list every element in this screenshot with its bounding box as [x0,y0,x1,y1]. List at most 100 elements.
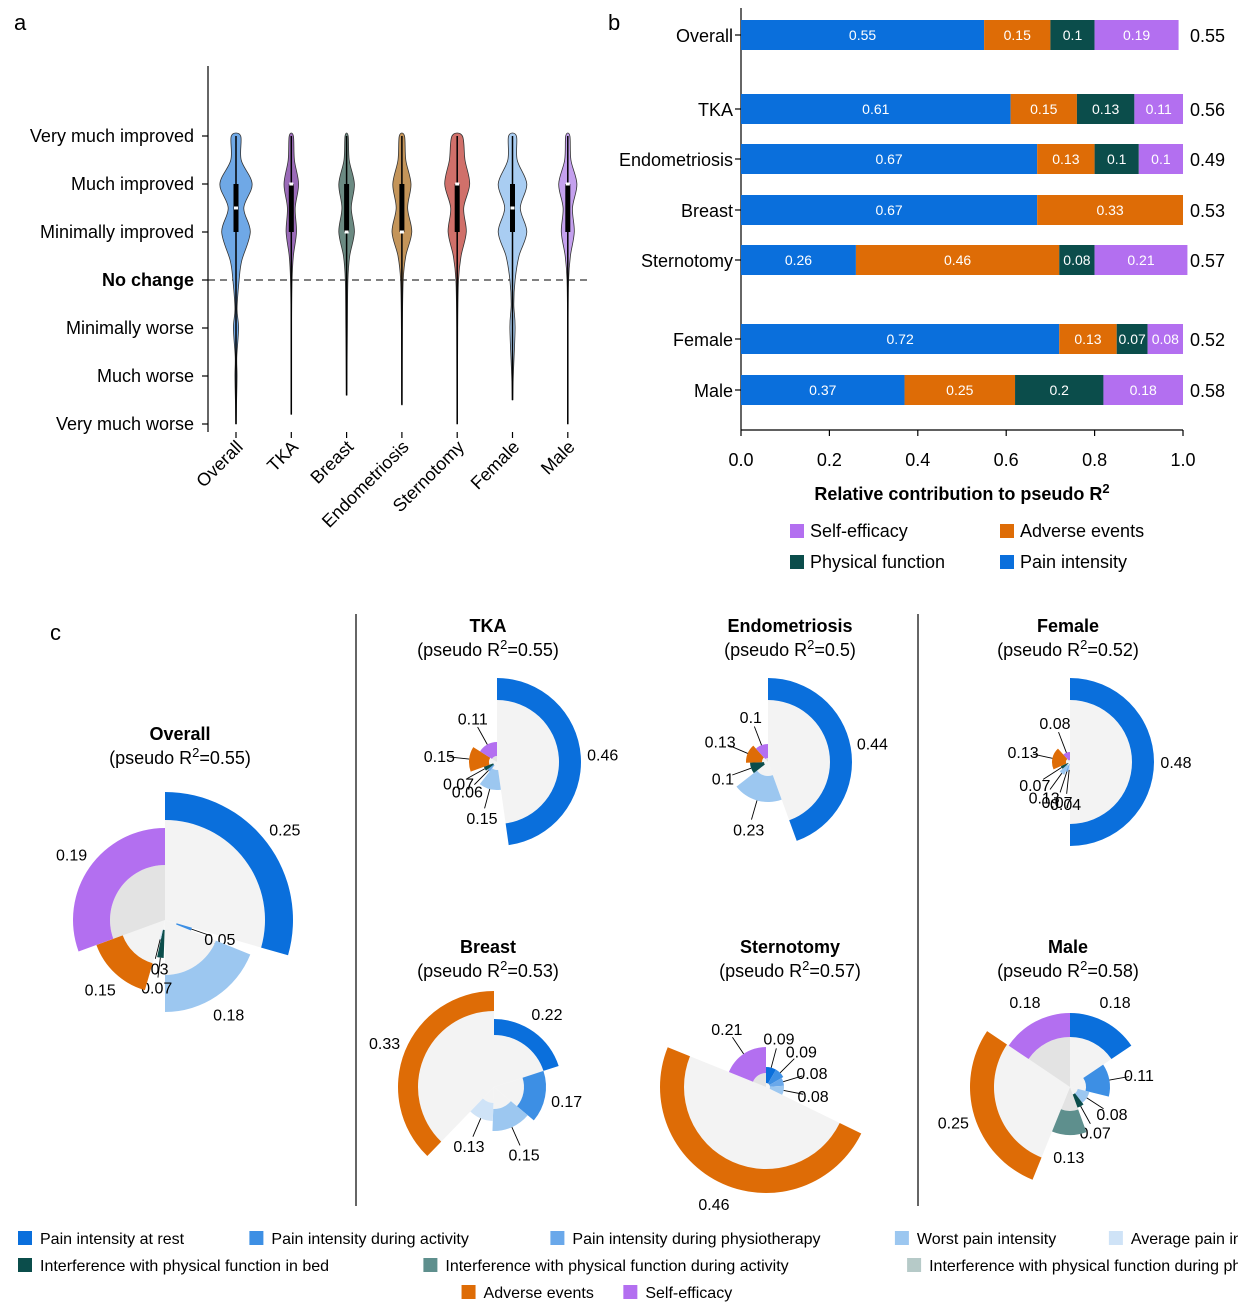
y-category-label: Male [694,381,733,401]
bar-segment-pain-intensity [741,20,985,50]
polar-inner-wedge [765,758,768,762]
bar-segment-physical-function [1015,375,1104,405]
bar-total-label: 0.53 [1190,201,1225,221]
polar-inner-wedge [766,1085,770,1087]
polar-segment-self-efficacy [755,744,768,760]
polar-inner-wedge [1028,1037,1070,1087]
polar-segment-label: 0.04 [1050,797,1081,814]
subtitle-post: =0.55) [507,640,559,660]
polar-segment-label: 0.05 [204,932,235,949]
bar-data-label: 0.1 [1151,151,1171,167]
polar-chart-male: Male(pseudo R2=0.58)0.180.110.080.070.13… [938,937,1154,1180]
polar-segment-label: 0.1 [712,771,734,788]
polar-segment-label: 0.08 [1039,716,1070,733]
polar-segment-adverse-events [469,747,491,772]
y-tick-label: Much improved [71,174,194,194]
bar-segment-physical-function [1076,94,1135,124]
polar-inner-wedge [1068,762,1070,764]
polar-inner-wedge [1069,762,1070,764]
polar-segment-worst-pain-intensity [736,770,782,802]
polar-area-charts: Overall(pseudo R2=0.55)0.250.050.180.070… [18,614,1238,1302]
polar-segment-worst-pain-intensity [479,768,501,790]
polar-chart-subtitle: (pseudo R2=0.53) [417,958,559,981]
polar-label-leader [1086,1097,1104,1110]
polar-segment-label: 0.1 [740,710,762,727]
polar-chart-overall: Overall(pseudo R2=0.55)0.250.050.180.070… [56,724,300,1025]
violin-median [344,230,349,234]
polar-inner-wedge [418,1011,494,1142]
x-tick-label: Female [467,437,524,494]
bar-segment-adverse-events [855,245,1060,275]
polar-segment-interference-with-physical-function-in-bed [483,763,494,771]
polar-inner-wedge [1067,762,1070,766]
polar-segment-pain-intensity-at-rest [1070,1013,1132,1060]
polar-segment-label: 0.07 [1080,1125,1111,1142]
polar-segment-label: 0.11 [458,711,488,728]
legend-label: Adverse events [1020,521,1144,541]
polar-inner-wedge [492,762,499,770]
legend-swatch [1000,524,1014,538]
polar-segment-pain-intensity-during-activity [1083,1064,1110,1097]
polar-label-leader [449,756,470,760]
polar-inner-wedge [1070,1078,1087,1091]
polar-segment-label: 0.18 [213,1008,244,1025]
polar-inner-wedge [165,820,266,948]
legend-swatch [894,1231,909,1245]
polar-inner-wedge [1061,1087,1079,1111]
polar-inner-wedge [766,1083,768,1087]
polar-segment-pain-intensity-during-activity [768,1069,784,1085]
polar-chart-subtitle: (pseudo R2=0.57) [719,958,861,981]
bar-data-label: 0.13 [1092,101,1119,117]
polar-chart-title: Breast [460,937,516,957]
polar-label-leader [751,800,758,820]
x-tick-label: 0.8 [1082,450,1107,470]
subtitle-sup: 2 [802,958,809,973]
legend-label: Worst pain intensity [917,1231,1056,1248]
bar-data-label: 0.26 [785,252,812,268]
polar-inner-wedge [764,762,768,765]
subtitle-sup: 2 [1080,958,1087,973]
polar-inner-wedge [1068,760,1070,762]
bar-segment-adverse-events [904,375,1016,405]
polar-segment-self-efficacy [1063,752,1070,761]
subtitle-sup: 2 [807,637,814,652]
bar-total-label: 0.49 [1190,150,1225,170]
polar-inner-wedge [684,1056,840,1169]
legend-label: Adverse events [484,1285,594,1302]
bar-data-label: 0.18 [1130,382,1157,398]
y-tick-label: Minimally improved [40,222,194,242]
polar-segment-label: 0.09 [786,1045,817,1062]
bar-segment-pain-intensity [741,144,1038,174]
bar-segment-pain-intensity [741,324,1060,354]
violin-median [455,182,460,186]
polar-label-leader [1042,767,1062,780]
polar-segment-label: 0.46 [698,1197,729,1214]
bar-data-label: 0.1 [1107,151,1127,167]
subtitle-post: =0.55) [199,748,251,768]
subtitle-pre: (pseudo R [417,640,500,660]
polar-segment-adverse-events [746,745,764,763]
bar-total-label: 0.52 [1190,330,1225,350]
x-axis-title-text: Relative contribution to pseudo R [814,484,1102,504]
polar-segment-pain-intensity-during-activity [516,1070,546,1121]
legend-label: Interference with physical function in b… [40,1258,329,1275]
stacked-bar-chart: 0.0 0.2 0.4 0.6 0.8 1.0 Relative contribution … [619,8,1225,572]
polar-chart-subtitle: (pseudo R2=0.52) [997,637,1139,660]
bar-total-label: 0.58 [1190,381,1225,401]
polar-chart-subtitle: (pseudo R2=0.58) [997,958,1139,981]
y-tick-label: No change [102,270,194,290]
polar-segment-average-pain-intensity [1068,763,1070,770]
subtitle-pre: (pseudo R [417,961,500,981]
polar-segment-label: 0.07 [443,776,474,793]
polar-segment-label: 0.25 [269,823,300,840]
polar-segment-label: 0.09 [763,1032,794,1049]
violin-median [399,230,404,234]
polar-segment-label: 0.22 [531,1007,562,1024]
polar-segment-label: 0.15 [509,1148,540,1165]
legend-label: Self-efficacy [810,521,908,541]
bar-data-label: 0.11 [1146,101,1172,117]
polar-label-leader [732,767,752,776]
x-tick-label: 0.2 [817,450,842,470]
legend-label: Pain intensity [1020,552,1127,572]
polar-inner-wedge [482,1087,494,1103]
